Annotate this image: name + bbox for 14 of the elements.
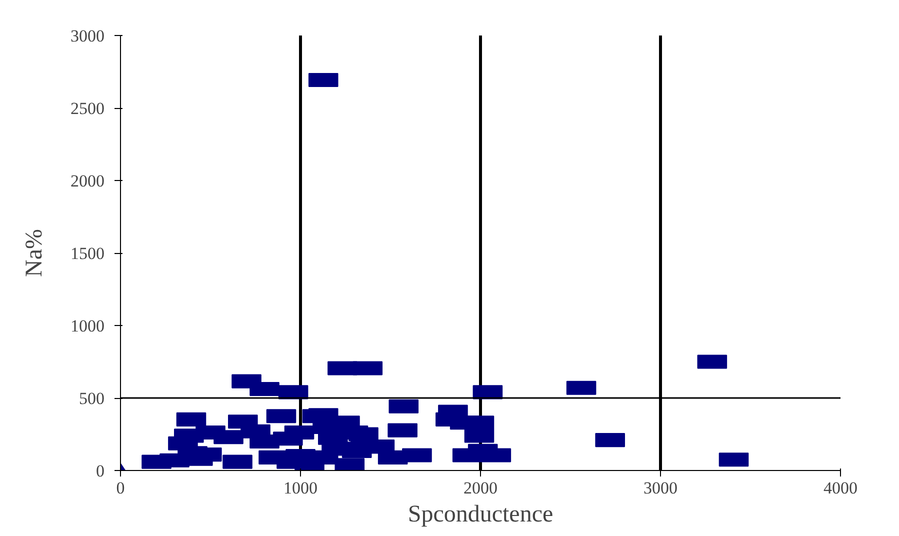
x-tick-label: 1000 [284, 478, 318, 498]
x-tick-label: 3000 [644, 478, 678, 498]
x-tick-label: 2000 [464, 478, 498, 498]
x-axis-title: Spconductence [408, 502, 554, 528]
y-tick-label: 1000 [70, 316, 104, 336]
y-tick-label: 3000 [70, 26, 104, 46]
y-tick-label: 500 [79, 389, 104, 408]
x-tick-label: 4000 [824, 478, 858, 498]
y-tick-label: 2500 [70, 99, 104, 118]
x-tick-label: 0 [116, 478, 125, 498]
y-tick-label: 0 [96, 462, 104, 480]
y-axis-title: Na% [22, 229, 48, 277]
y-tick-label: 2000 [70, 172, 104, 190]
y-tick-label: 1500 [70, 244, 104, 263]
